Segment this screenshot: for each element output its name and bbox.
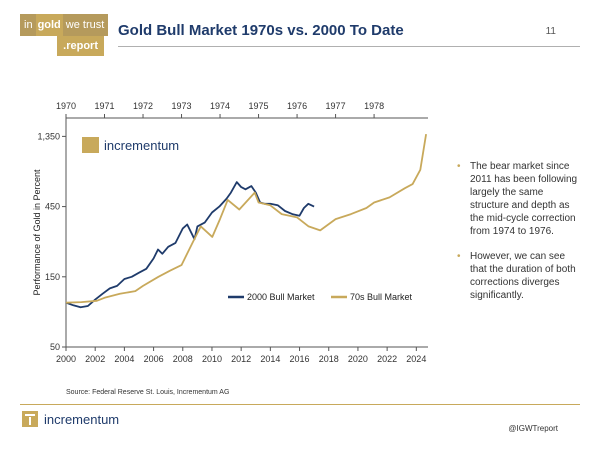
- page-number: 11: [545, 26, 556, 37]
- y-tick-label: 50: [50, 342, 60, 352]
- chart-watermark-logo: incrementum: [82, 137, 179, 153]
- watermark-tree-icon: [82, 137, 99, 153]
- x-top-tick-label: 1976: [287, 101, 307, 111]
- bullet-dot-icon: •: [457, 251, 461, 262]
- x-bottom-tick-label: 2002: [85, 354, 105, 364]
- logo-wordmark: in gold we trust: [20, 14, 109, 36]
- footer-brand: incrementum: [44, 411, 120, 427]
- tree-icon: [22, 411, 38, 427]
- series-line-2000-bull-market: [65, 181, 315, 309]
- commentary-bullets: • The bear market since 2011 has been fo…: [455, 160, 580, 314]
- twitter-handle: @IGWTreport: [508, 424, 558, 433]
- x-bottom-tick-label: 2022: [377, 354, 397, 364]
- legend-label: 70s Bull Market: [350, 292, 413, 302]
- legend-label: 2000 Bull Market: [247, 292, 315, 302]
- x-top-tick-label: 1975: [249, 101, 269, 111]
- footer-divider: [20, 404, 580, 405]
- x-bottom-tick-label: 2004: [114, 354, 134, 364]
- x-top-tick-label: 1971: [94, 101, 114, 111]
- x-bottom-tick-label: 2000: [56, 354, 76, 364]
- x-bottom-tick-label: 2014: [260, 354, 280, 364]
- x-bottom-tick-label: 2006: [144, 354, 164, 364]
- x-bottom-tick-label: 2012: [231, 354, 251, 364]
- x-top-tick-label: 1970: [56, 101, 76, 111]
- x-top-tick-label: 1977: [326, 101, 346, 111]
- y-tick-label: 1,350: [37, 131, 60, 141]
- x-top-tick-label: 1978: [364, 101, 384, 111]
- watermark-brand: incrementum: [104, 138, 179, 153]
- x-bottom-tick-label: 2008: [173, 354, 193, 364]
- y-axis-title: Performance of Gold in Percent: [32, 169, 42, 296]
- x-bottom-tick-label: 2020: [348, 354, 368, 364]
- x-bottom-tick-label: 2024: [406, 354, 426, 364]
- series-line-70s-bull-market: [65, 133, 427, 304]
- logo-part-we-trust: we trust: [65, 19, 105, 31]
- logo-part-in: in: [24, 19, 33, 31]
- x-top-tick-label: 1972: [133, 101, 153, 111]
- bullet-text: However, we can see that the duration of…: [470, 251, 576, 301]
- bullet-item: • The bear market since 2011 has been fo…: [455, 160, 580, 238]
- brand-logo: in gold we trust .report: [20, 14, 109, 60]
- bullet-dot-icon: •: [457, 161, 461, 172]
- logo-suffix: .report: [57, 36, 104, 56]
- y-tick-label: 450: [45, 202, 60, 212]
- gold-performance-chart: 50 150 450 1,350 Performance of Gold in Perc…: [32, 101, 428, 364]
- bullet-item: • However, we can see that the duration …: [455, 250, 580, 302]
- source-note: Source: Federal Reserve St. Louis, Incre…: [66, 389, 230, 396]
- x-bottom-tick-label: 2016: [290, 354, 310, 364]
- logo-part-gold: gold: [35, 14, 63, 36]
- bullet-text: The bear market since 2011 has been foll…: [470, 161, 578, 237]
- footer-logo: incrementum: [22, 411, 119, 427]
- slide-title: Gold Bull Market 1970s vs. 2000 To Date: [118, 22, 404, 39]
- x-bottom-tick-label: 2018: [319, 354, 339, 364]
- title-divider: [118, 46, 580, 47]
- x-top-tick-label: 1974: [210, 101, 230, 111]
- y-tick-label: 150: [45, 272, 60, 282]
- x-top-tick-label: 1973: [172, 101, 192, 111]
- x-bottom-tick-label: 2010: [202, 354, 222, 364]
